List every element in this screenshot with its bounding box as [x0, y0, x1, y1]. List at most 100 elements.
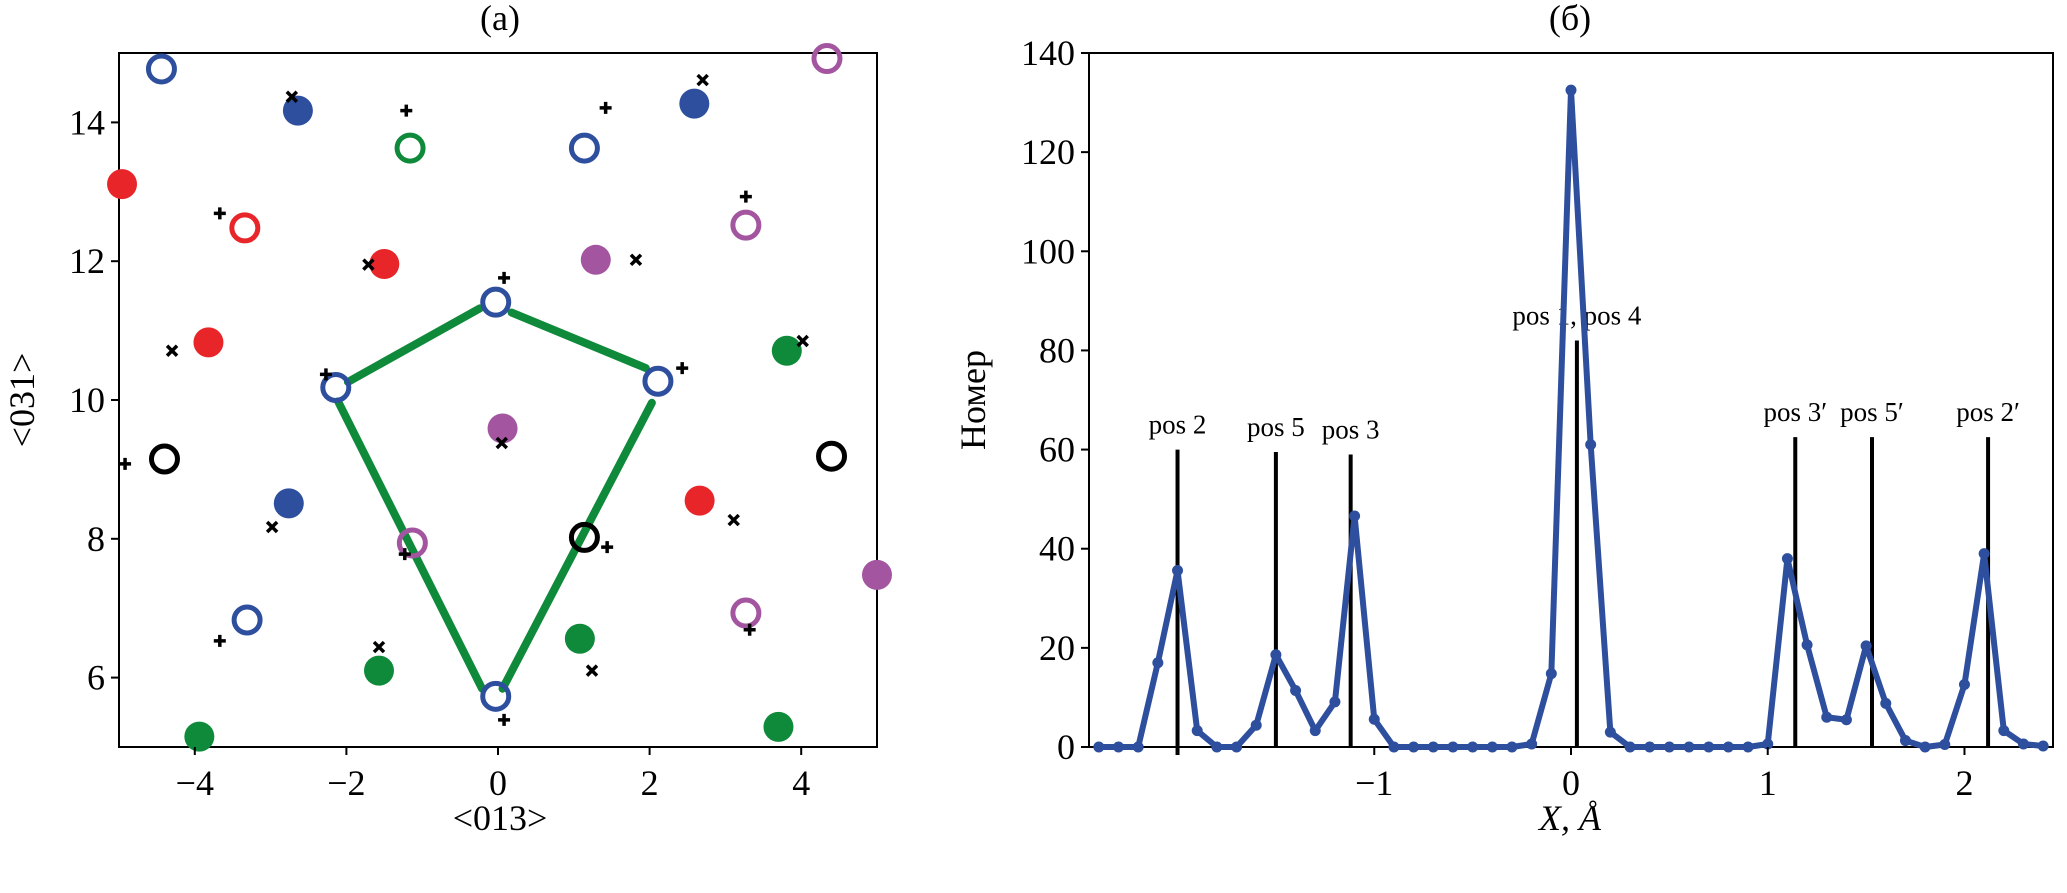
open-atom-black — [148, 443, 180, 475]
cross-marker — [165, 344, 179, 357]
panel-b-y-label: Номер — [953, 350, 993, 450]
data-point — [1958, 679, 1970, 691]
x-tick-label: −2 — [327, 763, 365, 803]
open-atom-blue — [480, 286, 512, 318]
filled-atom-green — [184, 721, 215, 752]
data-point — [1388, 741, 1400, 753]
position-label: pos 2′ — [1956, 397, 2020, 427]
data-point — [1998, 725, 2010, 737]
data-point — [1880, 697, 1892, 709]
cross-marker — [629, 253, 643, 267]
data-point — [1919, 741, 1931, 753]
plus-marker — [601, 541, 614, 554]
y-tick-label: 8 — [87, 519, 105, 559]
filled-atom-purple — [487, 413, 518, 444]
position-label: pos 1, pos 4 — [1512, 301, 1642, 331]
data-point — [1683, 741, 1695, 753]
position-label: pos 5 — [1247, 412, 1305, 442]
plus-marker — [498, 713, 511, 726]
data-point — [1604, 726, 1616, 738]
data-point — [1486, 741, 1498, 753]
data-point — [2017, 738, 2029, 750]
open-atom-purple — [396, 527, 428, 559]
data-point — [1545, 668, 1557, 680]
open-atom-blue — [642, 365, 674, 397]
data-point — [1270, 649, 1282, 661]
filled-atom-red — [107, 169, 138, 200]
y-tick-label: 60 — [1039, 430, 1075, 470]
open-atom-green — [394, 132, 426, 164]
open-atom-purple — [730, 209, 762, 241]
x-tick-label: 0 — [489, 763, 507, 803]
data-point — [1840, 714, 1852, 726]
y-tick-label: 14 — [69, 102, 105, 142]
data-point — [1781, 553, 1793, 565]
polygon-edge — [507, 308, 650, 373]
open-atom-purple — [730, 597, 762, 629]
data-point — [1860, 640, 1872, 652]
open-atom-blue — [480, 680, 512, 712]
data-point — [2037, 740, 2049, 752]
plus-marker — [676, 362, 689, 375]
x-tick-label: −1 — [1355, 763, 1393, 803]
y-tick-label: 40 — [1039, 529, 1075, 569]
x-tick-label: 1 — [1759, 763, 1777, 803]
plus-marker — [739, 190, 752, 203]
x-tick-label: 2 — [1955, 763, 1973, 803]
plus-marker — [400, 104, 413, 117]
data-point — [1742, 741, 1754, 753]
data-point — [1152, 657, 1164, 669]
filled-atom-purple — [580, 244, 611, 275]
open-atom-blue — [320, 372, 352, 404]
data-point — [1939, 739, 1951, 751]
y-tick-label: 10 — [69, 380, 105, 420]
data-point — [1899, 735, 1911, 747]
data-point — [1093, 741, 1105, 753]
cross-marker — [585, 664, 599, 677]
data-point — [1506, 741, 1518, 753]
plus-marker — [398, 548, 411, 561]
data-point — [1722, 741, 1734, 753]
data-point — [1663, 741, 1675, 753]
open-atom-black — [816, 440, 848, 472]
panel-a-title: (a) — [480, 0, 520, 38]
cross-marker — [696, 73, 709, 87]
data-point — [1329, 696, 1341, 708]
open-atom-red — [229, 212, 261, 244]
data-point — [1624, 741, 1636, 753]
y-tick-label: 100 — [1021, 231, 1075, 271]
open-atom-blue — [568, 132, 600, 164]
y-tick-label: 12 — [69, 241, 105, 281]
cross-marker — [265, 520, 279, 534]
cross-marker — [362, 258, 375, 271]
data-point — [1467, 741, 1479, 753]
filled-atom-green — [771, 335, 802, 366]
data-point — [1368, 713, 1380, 725]
y-tick-label: 6 — [87, 658, 105, 698]
open-atom-purple — [811, 43, 843, 75]
filled-atom-blue — [679, 88, 710, 119]
panel-a-x-label: <013> — [453, 798, 548, 838]
filled-atom-green — [763, 711, 794, 742]
polygon-edge — [343, 304, 484, 386]
data-point — [1250, 719, 1262, 731]
data-point — [1132, 741, 1144, 753]
panel-b-title: (б) — [1549, 0, 1591, 38]
filled-atom-red — [684, 485, 715, 516]
cross-marker — [372, 640, 386, 654]
data-point — [1801, 639, 1813, 651]
data-point — [1309, 725, 1321, 737]
y-tick-label: 80 — [1039, 330, 1075, 370]
position-label: pos 2 — [1149, 410, 1207, 440]
data-point — [1644, 741, 1656, 753]
y-tick-label: 0 — [1057, 727, 1075, 767]
filled-atom-red — [193, 327, 224, 358]
plus-marker — [743, 623, 756, 636]
panel-a-scatter: (a) −4 −2 0 2 4 6 8 10 12 14 <013> <031> — [2, 0, 892, 838]
data-point — [1526, 738, 1538, 750]
plus-marker — [213, 634, 226, 647]
x-tick-label: 0 — [1562, 763, 1580, 803]
data-point — [1821, 711, 1833, 723]
filled-atom-blue — [273, 488, 304, 519]
